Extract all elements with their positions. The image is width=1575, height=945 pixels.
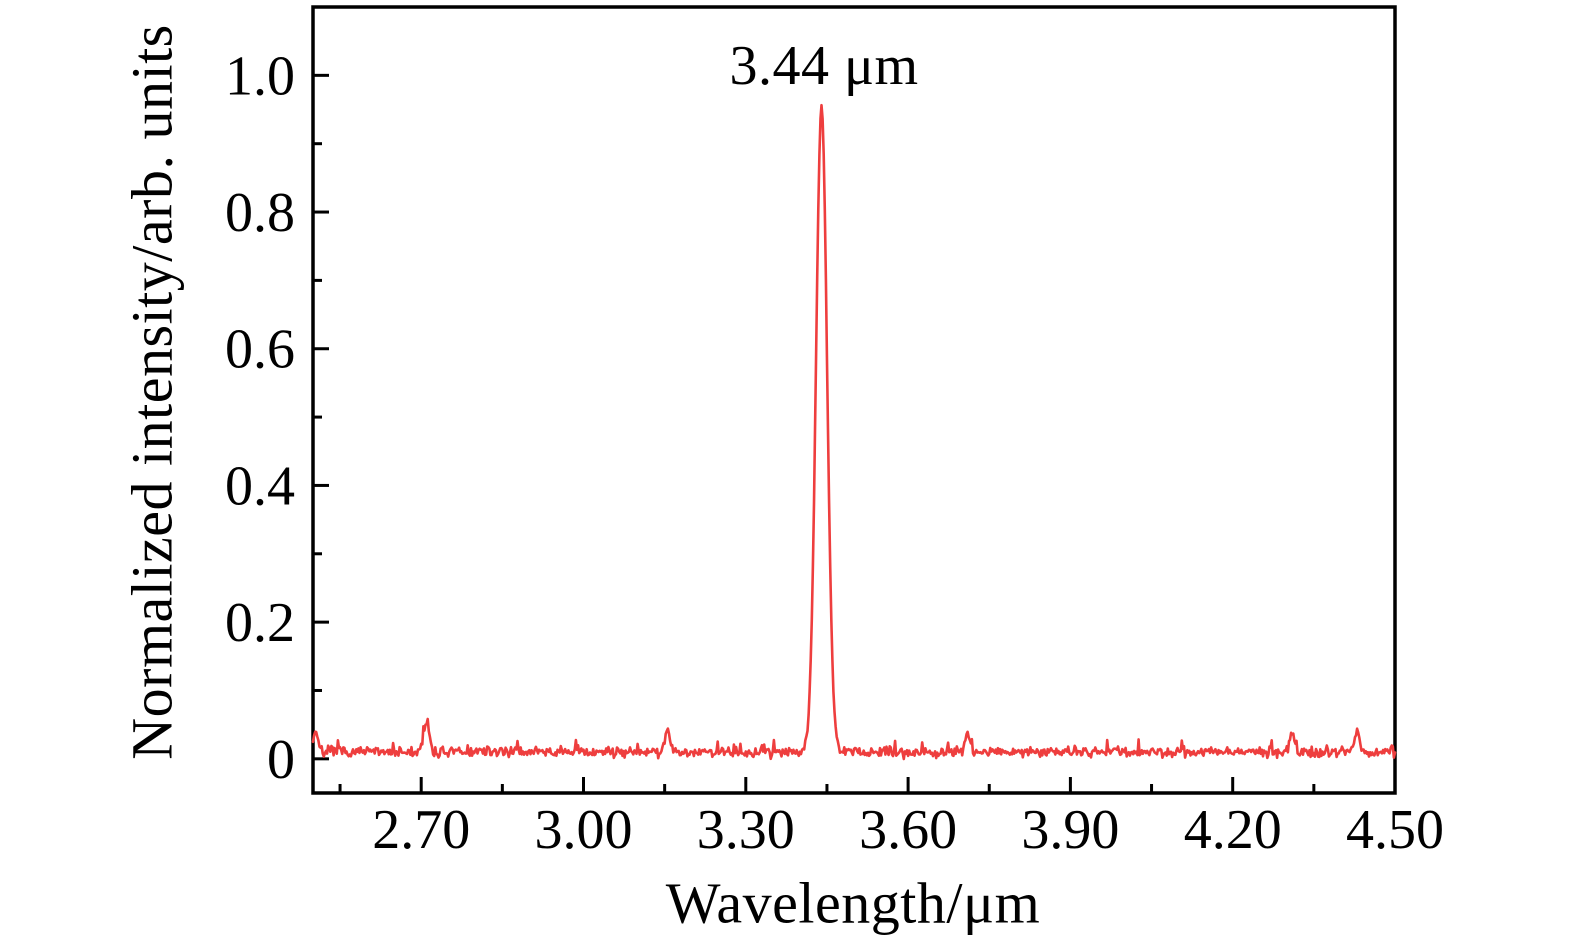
x-tick-label: 2.70: [372, 799, 470, 861]
y-tick-label: 0.4: [225, 455, 295, 517]
x-tick-label: 4.50: [1346, 799, 1444, 861]
y-tick-label: 0.8: [225, 182, 295, 244]
x-tick-label: 4.20: [1184, 799, 1282, 861]
y-tick-label: 0.2: [225, 592, 295, 654]
y-axis-label: Normalized intensity/arb. units: [119, 24, 185, 760]
x-tick-label: 3.00: [535, 799, 633, 861]
plot-border: [311, 5, 1397, 795]
spectrum-trace: [311, 103, 1397, 761]
plot-frame: [311, 5, 1397, 795]
y-tick-label: 1.0: [225, 45, 295, 107]
x-tick-label: 3.60: [859, 799, 957, 861]
axis-ticks: [313, 73, 1397, 793]
x-axis-label: Wavelength/μm: [665, 870, 1041, 936]
peak-annotation: 3.44 μm: [729, 35, 919, 97]
y-tick-label: 0: [267, 729, 295, 791]
y-tick-label: 0.6: [225, 319, 295, 381]
x-tick-label: 3.30: [697, 799, 795, 861]
axis-tick-labels: 2.70 3.00 3.30 3.60 3.90 4.20 4.50 0 0.2 0.4 0.6 0.…: [225, 45, 1444, 861]
x-tick-label: 3.90: [1021, 799, 1119, 861]
